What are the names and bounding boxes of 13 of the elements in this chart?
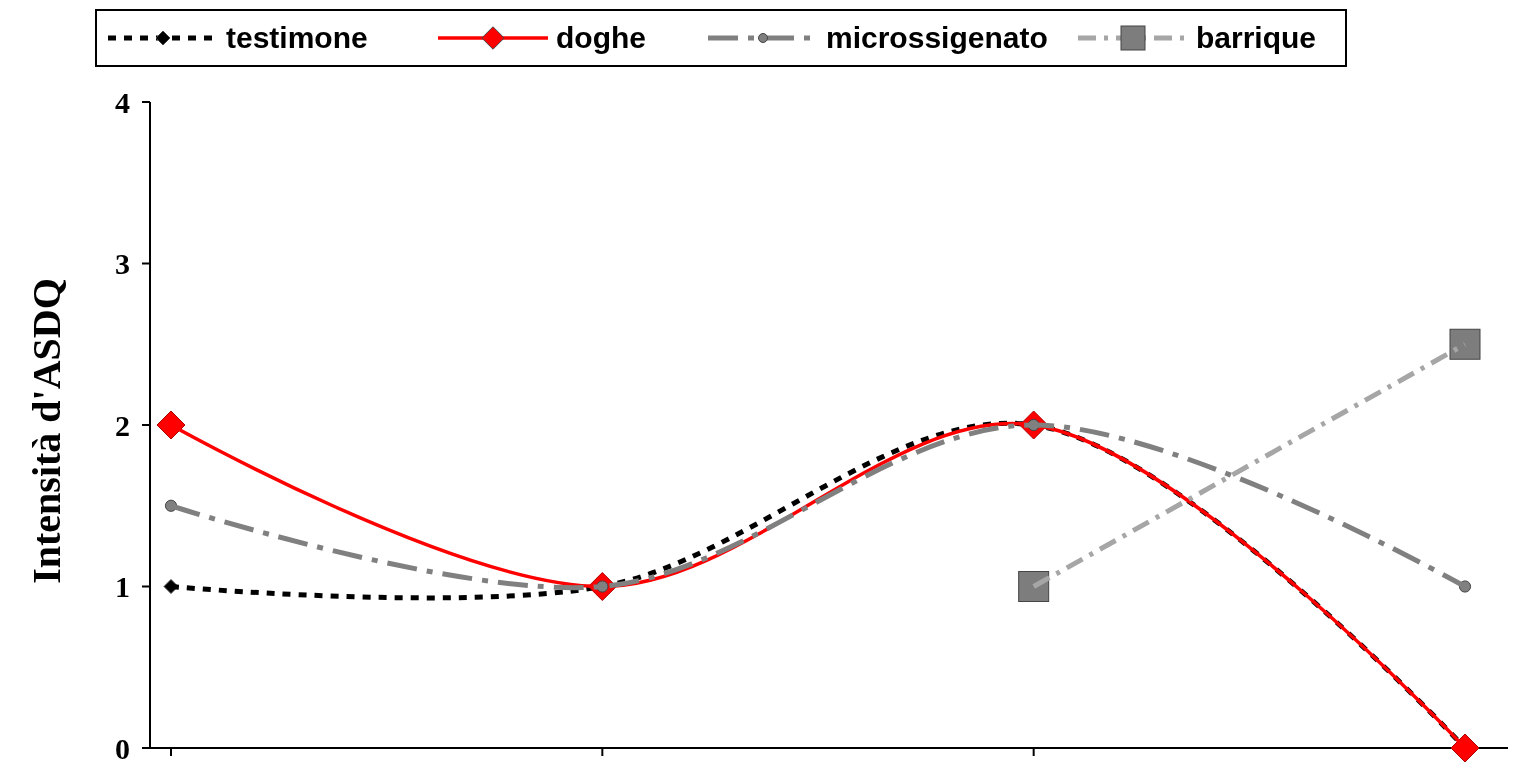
- legend-label: doghe: [556, 21, 646, 54]
- y-tick-label: 0: [115, 731, 130, 765]
- point: [1450, 733, 1480, 763]
- legend-label: testimone: [226, 21, 368, 54]
- y-axis-title: Intensità d'ASDQ: [24, 278, 69, 584]
- legend-label: microssigenato: [826, 21, 1048, 54]
- point: [1449, 328, 1481, 360]
- y-tick-label: 1: [115, 570, 130, 603]
- legend-label: barrique: [1196, 21, 1317, 54]
- y-tick-label: 2: [115, 408, 130, 442]
- point: [1018, 571, 1050, 602]
- y-tick-label: 3: [115, 247, 130, 280]
- y-tick-label: 4: [115, 85, 130, 119]
